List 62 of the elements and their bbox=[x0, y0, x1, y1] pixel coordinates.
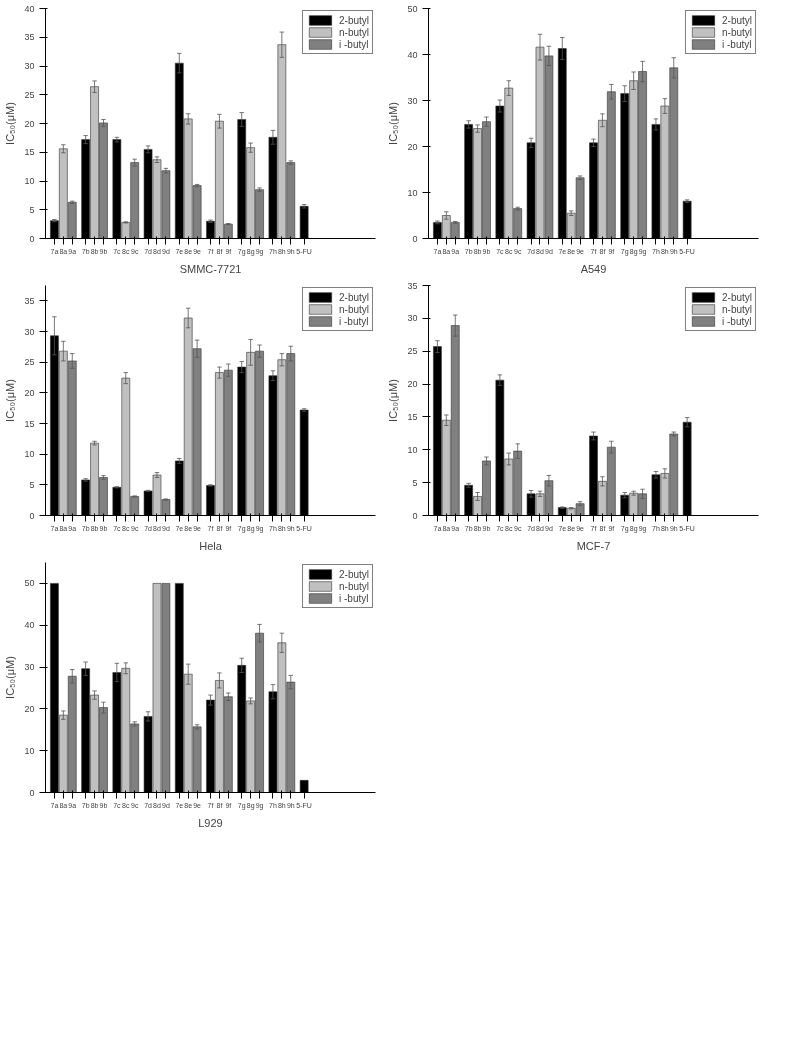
x-axis-title: L929 bbox=[198, 816, 223, 829]
y-tick-label: 35 bbox=[407, 280, 418, 291]
y-tick-label: 20 bbox=[24, 703, 35, 714]
legend-label: n-butyl bbox=[338, 303, 369, 315]
y-tick-label: 40 bbox=[24, 620, 35, 631]
legend-label: n-butyl bbox=[721, 303, 752, 315]
y-tick-label: 0 bbox=[29, 510, 35, 521]
y-tick-label: 5 bbox=[29, 204, 35, 215]
x-axis-title: SMMC-7721 bbox=[179, 262, 242, 275]
legend-label: i -butyl bbox=[338, 38, 369, 50]
y-tick-label: 0 bbox=[29, 787, 35, 798]
y-axis-title: IC₅₀(μM) bbox=[4, 102, 17, 145]
y-tick-label: 15 bbox=[24, 147, 35, 158]
x-axis-title: A549 bbox=[580, 262, 607, 275]
legend-label: 2-butyl bbox=[338, 14, 369, 26]
y-tick-label: 40 bbox=[24, 3, 35, 14]
y-tick-label: 0 bbox=[412, 233, 418, 244]
y-tick-label: 5 bbox=[412, 477, 418, 488]
y-tick-label: 20 bbox=[407, 379, 418, 390]
y-axis-title: IC₅₀(μM) bbox=[4, 656, 17, 699]
legend-label: 2-butyl bbox=[338, 291, 369, 303]
y-tick-label: 50 bbox=[407, 3, 418, 14]
y-tick-label: 10 bbox=[407, 187, 418, 198]
y-tick-label: 20 bbox=[407, 141, 418, 152]
legend-label: i -butyl bbox=[721, 315, 752, 327]
legend-label: n-butyl bbox=[338, 580, 369, 592]
y-axis-title: IC₅₀(μM) bbox=[4, 379, 17, 422]
y-tick-label: 35 bbox=[24, 295, 35, 306]
legend-label: i -butyl bbox=[338, 315, 369, 327]
legend-label: 2-butyl bbox=[721, 14, 752, 26]
legend-label: n-butyl bbox=[338, 26, 369, 38]
y-tick-label: 10 bbox=[24, 176, 35, 186]
y-tick-label: 25 bbox=[24, 357, 35, 368]
y-tick-label: 30 bbox=[24, 662, 35, 673]
legend-label: n-butyl bbox=[721, 26, 752, 38]
legend-label: i -butyl bbox=[338, 592, 369, 604]
y-tick-label: 20 bbox=[24, 118, 35, 129]
y-tick-label: 30 bbox=[407, 313, 418, 324]
y-tick-label: 50 bbox=[24, 578, 35, 589]
y-tick-label: 30 bbox=[24, 326, 35, 337]
y-axis-title: IC₅₀(μM) bbox=[387, 379, 400, 422]
y-axis-title: IC₅₀(μM) bbox=[387, 102, 400, 145]
y-tick-label: 25 bbox=[407, 346, 418, 357]
y-tick-label: 25 bbox=[24, 89, 35, 100]
y-tick-label: 10 bbox=[407, 444, 418, 455]
x-axis-title: MCF-7 bbox=[576, 539, 611, 552]
y-tick-label: 15 bbox=[407, 411, 418, 422]
y-tick-label: 20 bbox=[24, 387, 35, 398]
x-axis-title: Hela bbox=[199, 539, 223, 552]
y-tick-label: 10 bbox=[24, 745, 35, 756]
legend-label: 2-butyl bbox=[338, 568, 369, 580]
y-tick-label: 5 bbox=[29, 479, 35, 490]
y-tick-label: 40 bbox=[407, 49, 418, 60]
y-tick-label: 15 bbox=[24, 418, 35, 429]
y-tick-label: 0 bbox=[29, 233, 35, 244]
y-tick-label: 30 bbox=[24, 61, 35, 71]
legend-label: i -butyl bbox=[721, 38, 752, 50]
y-tick-label: 10 bbox=[24, 449, 35, 460]
y-tick-label: 0 bbox=[412, 510, 418, 521]
y-tick-label: 30 bbox=[407, 95, 418, 106]
legend-label: 2-butyl bbox=[721, 291, 752, 303]
y-tick-label: 35 bbox=[24, 32, 35, 43]
